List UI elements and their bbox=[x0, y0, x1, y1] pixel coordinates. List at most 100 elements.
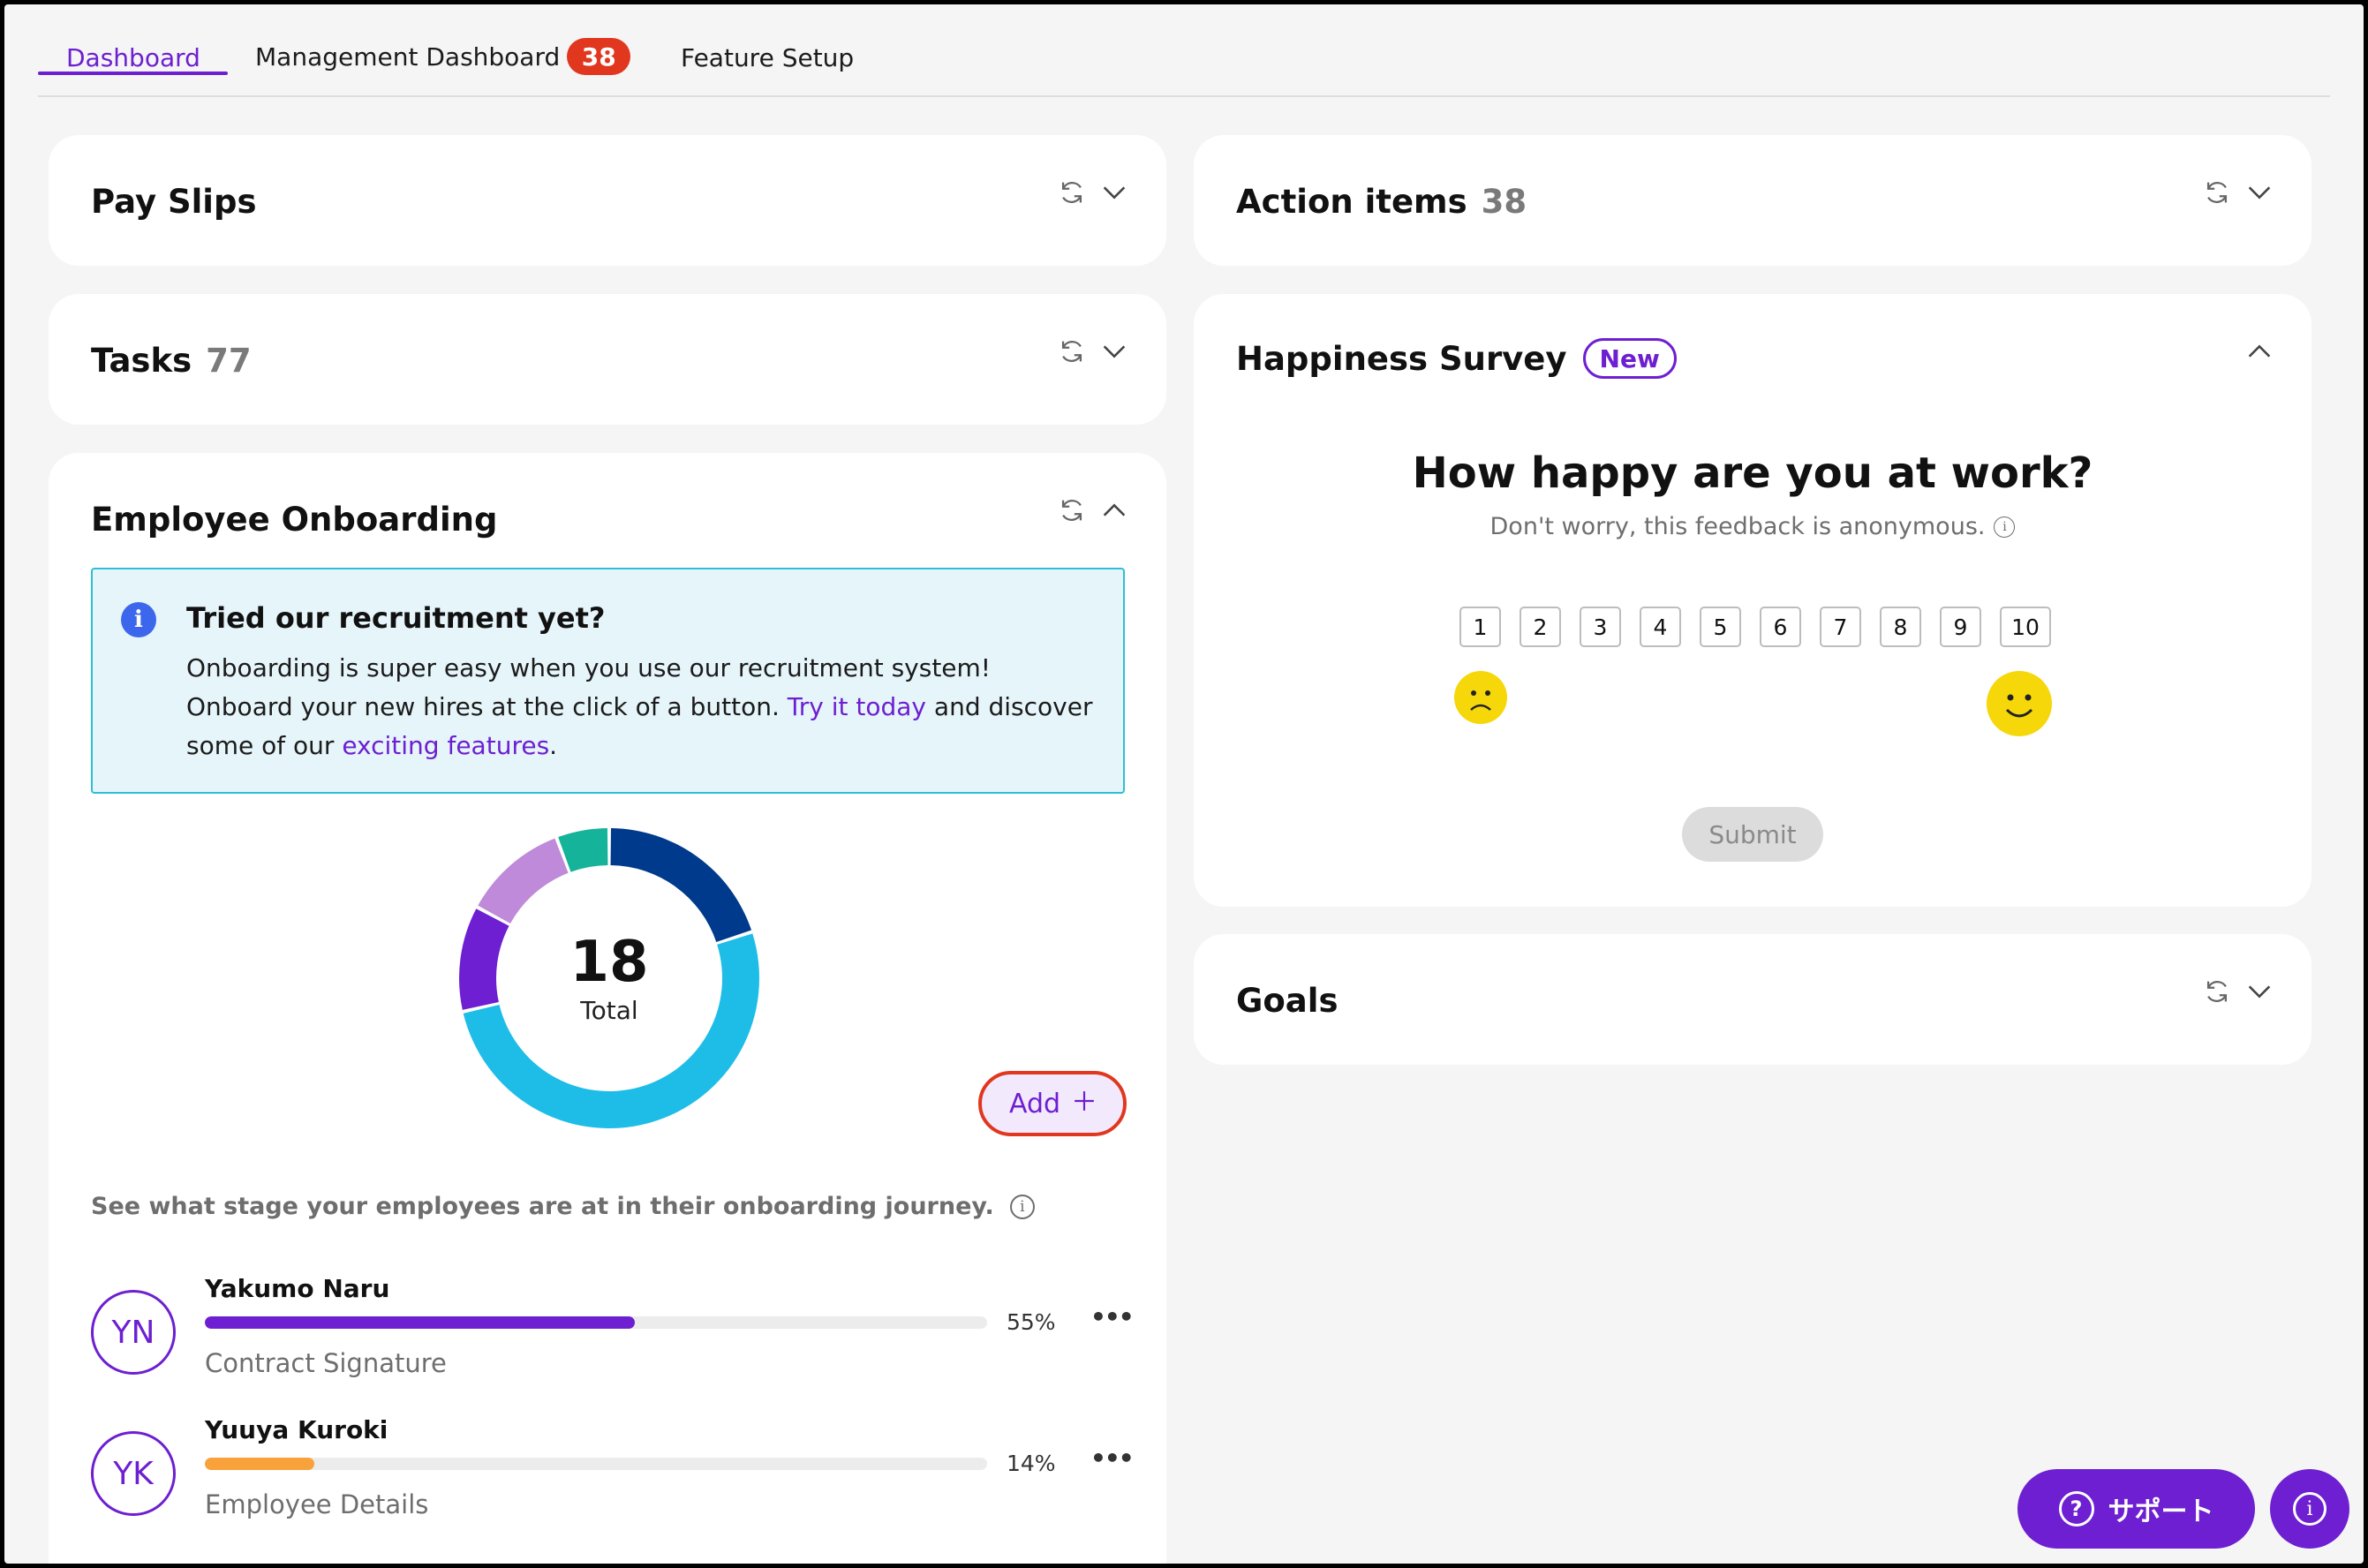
chevron-up-icon[interactable] bbox=[2244, 336, 2274, 366]
survey-question: How happy are you at work? bbox=[1412, 449, 2093, 498]
action-items-controls bbox=[2202, 177, 2274, 207]
happy-face-icon bbox=[1987, 671, 2052, 736]
survey-controls bbox=[2244, 336, 2274, 366]
tab-management-dashboard-label: Management Dashboard bbox=[255, 41, 561, 72]
employee-name: Yuuya Kuroki bbox=[205, 1415, 388, 1444]
chevron-down-icon[interactable] bbox=[1099, 177, 1129, 207]
pay-slips-title: Pay Slips bbox=[91, 183, 256, 221]
rating-option-5[interactable]: 5 bbox=[1700, 607, 1741, 647]
tab-feature-setup[interactable]: Feature Setup bbox=[681, 43, 854, 72]
rating-option-7[interactable]: 7 bbox=[1820, 607, 1861, 647]
rating-option-2[interactable]: 2 bbox=[1520, 607, 1561, 647]
recruitment-info-banner: i Tried our recruitment yet? Onboarding … bbox=[91, 568, 1125, 794]
banner-heading: Tried our recruitment yet? bbox=[186, 601, 606, 635]
banner-body: Onboarding is super easy when you use ou… bbox=[186, 649, 1096, 765]
survey-title: Happiness Survey New bbox=[1236, 338, 1677, 379]
progress-percent: 14% bbox=[1007, 1451, 1056, 1476]
more-horizontal-icon[interactable]: ••• bbox=[1090, 1302, 1135, 1331]
rating-option-9[interactable]: 9 bbox=[1940, 607, 1981, 647]
employee-row: YK Yuuya Kuroki 14% Employee Details ••• bbox=[91, 1415, 1135, 1530]
donut-segment-5 bbox=[558, 828, 608, 872]
submit-button[interactable]: Submit bbox=[1682, 807, 1823, 862]
employee-stage: Contract Signature bbox=[205, 1348, 447, 1378]
rating-option-6[interactable]: 6 bbox=[1760, 607, 1801, 647]
donut-segment-4 bbox=[478, 838, 569, 923]
info-icon[interactable]: i bbox=[1994, 516, 2016, 538]
exciting-features-link[interactable]: exciting features bbox=[342, 731, 550, 760]
refresh-icon[interactable] bbox=[2202, 976, 2232, 1006]
tab-dashboard-label: Dashboard bbox=[66, 43, 200, 72]
rating-option-8[interactable]: 8 bbox=[1880, 607, 1921, 647]
onboarding-controls bbox=[1057, 495, 1129, 525]
info-icon: i bbox=[2293, 1492, 2327, 1526]
goals-controls bbox=[2202, 976, 2274, 1006]
try-it-today-link[interactable]: Try it today bbox=[787, 692, 927, 721]
refresh-icon[interactable] bbox=[1057, 495, 1087, 525]
stage-description: See what stage your employees are at in … bbox=[91, 1193, 1035, 1220]
rating-option-4[interactable]: 4 bbox=[1640, 607, 1681, 647]
tab-bar: Dashboard Management Dashboard 38 Featur… bbox=[38, 34, 2330, 97]
progress-fill bbox=[205, 1316, 636, 1329]
tasks-title-text: Tasks bbox=[91, 342, 192, 380]
chevron-down-icon[interactable] bbox=[2244, 976, 2274, 1006]
support-button[interactable]: ? サポート bbox=[2017, 1469, 2255, 1549]
progress-percent: 55% bbox=[1007, 1309, 1056, 1335]
employee-row: YN Yakumo Naru 55% Contract Signature ••… bbox=[91, 1274, 1135, 1389]
rating-option-10[interactable]: 10 bbox=[2000, 607, 2051, 647]
donut-segment-1 bbox=[610, 828, 752, 942]
sad-face-icon bbox=[1454, 671, 1507, 724]
goals-title-text: Goals bbox=[1236, 982, 1339, 1020]
chevron-up-icon[interactable] bbox=[1099, 495, 1129, 525]
survey-title-text: Happiness Survey bbox=[1236, 339, 1567, 378]
avatar: YN bbox=[91, 1290, 176, 1375]
happiness-survey-card: Happiness Survey New How happy are you a… bbox=[1194, 294, 2311, 907]
action-items-title-text: Action items bbox=[1236, 183, 1467, 221]
info-icon[interactable]: i bbox=[1009, 1194, 1035, 1219]
chevron-down-icon[interactable] bbox=[1099, 336, 1129, 366]
action-items-title: Action items 38 bbox=[1236, 183, 1527, 221]
rating-option-1[interactable]: 1 bbox=[1459, 607, 1501, 647]
goals-card: Goals bbox=[1194, 934, 2311, 1065]
refresh-icon[interactable] bbox=[2202, 177, 2232, 207]
add-button-label: Add bbox=[1008, 1088, 1061, 1119]
donut-total-label: Total bbox=[580, 996, 638, 1025]
onboarding-donut-chart bbox=[459, 828, 759, 1128]
donut-total-value: 18 bbox=[569, 930, 649, 995]
tasks-count: 77 bbox=[206, 342, 252, 380]
tasks-controls bbox=[1057, 336, 1129, 366]
banner-text-2: and discover some of our bbox=[186, 692, 1093, 760]
tab-feature-setup-label: Feature Setup bbox=[681, 43, 855, 72]
employee-name: Yakumo Naru bbox=[205, 1274, 390, 1303]
pay-slips-controls bbox=[1057, 177, 1129, 207]
survey-subtext-text: Don't worry, this feedback is anonymous. bbox=[1489, 513, 1986, 540]
avatar: YK bbox=[91, 1431, 176, 1516]
rating-option-3[interactable]: 3 bbox=[1580, 607, 1621, 647]
pay-slips-card: Pay Slips bbox=[49, 135, 1166, 266]
app-frame: Dashboard Management Dashboard 38 Featur… bbox=[4, 4, 2364, 1564]
stage-description-text: See what stage your employees are at in … bbox=[91, 1193, 994, 1220]
onboarding-title-text: Employee Onboarding bbox=[91, 501, 498, 539]
tab-dashboard[interactable]: Dashboard bbox=[38, 43, 228, 75]
progress-track bbox=[205, 1316, 987, 1329]
more-horizontal-icon[interactable]: ••• bbox=[1090, 1444, 1135, 1473]
pay-slips-title-text: Pay Slips bbox=[91, 183, 257, 221]
progress-fill bbox=[205, 1458, 315, 1470]
support-button-label: サポート bbox=[2108, 1496, 2214, 1527]
action-items-card: Action items 38 bbox=[1194, 135, 2311, 266]
employee-onboarding-card: Employee Onboarding i Tried our recruitm… bbox=[49, 453, 1166, 1564]
donut-segment-3 bbox=[459, 908, 509, 1010]
goals-title: Goals bbox=[1236, 982, 1338, 1020]
tab-management-dashboard[interactable]: Management Dashboard 38 bbox=[255, 38, 631, 75]
chevron-down-icon[interactable] bbox=[2244, 177, 2274, 207]
active-tab-underline bbox=[38, 72, 228, 75]
tasks-title: Tasks 77 bbox=[91, 342, 252, 380]
plus-icon bbox=[1073, 1089, 1096, 1119]
help-circle-icon: ? bbox=[2058, 1491, 2094, 1527]
refresh-icon[interactable] bbox=[1057, 177, 1087, 207]
refresh-icon[interactable] bbox=[1057, 336, 1087, 366]
banner-text-1: Onboarding is super easy when you use ou… bbox=[186, 653, 992, 721]
tasks-card: Tasks 77 bbox=[49, 294, 1166, 425]
info-floating-button[interactable]: i bbox=[2270, 1469, 2349, 1549]
management-count-badge: 38 bbox=[567, 38, 631, 75]
add-button[interactable]: Add bbox=[978, 1071, 1127, 1136]
